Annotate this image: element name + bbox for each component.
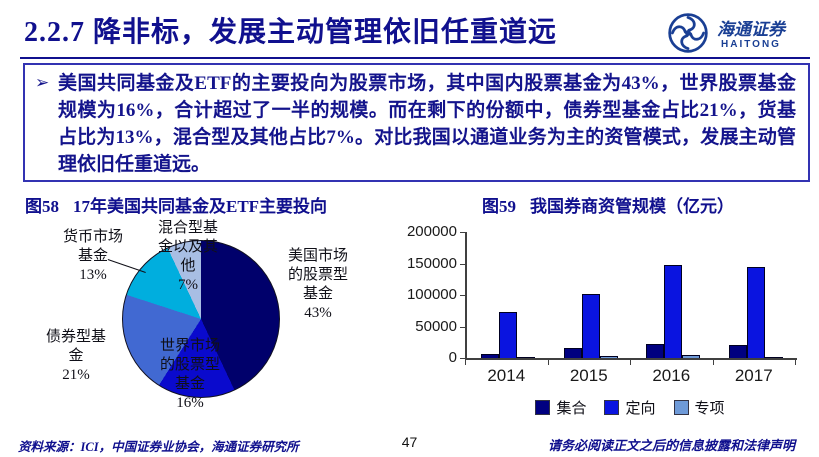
summary-text-box: ➢ 美国共同基金及ETF的主要投向为股票市场，其中国内股票基金为43%，世界股票… <box>23 63 810 182</box>
y-tick-label: 150000 <box>406 254 457 272</box>
y-tick-mark <box>460 295 465 296</box>
logo-wordmark: 海通证券 HAITONG <box>717 19 785 51</box>
source-note: 资料来源：ICI，中国证券业协会，海通证券研究所 <box>18 440 299 454</box>
y-axis-labels: 200000 150000 100000 50000 0 <box>383 223 457 366</box>
legend-label: 定向 <box>625 401 656 417</box>
bar-group-2017 <box>715 232 798 358</box>
summary-text: 美国共同基金及ETF的主要投向为股票市场，其中国内股票基金为43%，世界股票基金… <box>58 73 796 175</box>
x-tick-mark <box>630 360 631 365</box>
pie-label-hybrid: 混合型基 金以及其 他 7% <box>157 220 218 293</box>
page-title: 2.2.7 降非标，发展主动管理依旧任重道远 <box>24 17 558 48</box>
y-tick-mark <box>460 263 465 265</box>
bar-定向-2014 <box>499 312 518 358</box>
x-tick-mark <box>795 360 796 365</box>
bar-专项-2017 <box>764 356 783 358</box>
y-tick-label: 200000 <box>406 223 457 240</box>
figure58-caption: 17年美国共同基金及ETF主要投向 <box>73 197 328 216</box>
figure58-tag: 图58 <box>25 197 59 216</box>
x-tick-label-2016: 2016 <box>652 366 691 385</box>
y-tick-label: 100000 <box>406 286 457 303</box>
y-tick-mark <box>460 358 465 359</box>
legend-item-定向: 定向 <box>604 397 656 418</box>
legend-label: 专项 <box>694 401 725 417</box>
haitong-emblem-icon <box>666 11 710 60</box>
figure59-tag: 图59 <box>482 197 516 216</box>
bar-集合-2016 <box>646 344 665 358</box>
bar-定向-2015 <box>581 294 600 358</box>
chart-legend: 集合 定向 专项 <box>465 397 795 418</box>
y-tick-mark <box>460 326 465 328</box>
page-number: 47 <box>401 434 418 450</box>
x-tick-label-2015: 2015 <box>569 366 608 385</box>
pie <box>122 240 280 398</box>
bar-专项-2014 <box>517 356 536 358</box>
legend-item-集合: 集合 <box>535 397 586 418</box>
bar-group-2015 <box>550 232 633 358</box>
x-tick-label-2017: 2017 <box>734 366 773 385</box>
bullet-arrow-icon: ➢ <box>35 73 50 93</box>
y-tick-mark <box>460 232 465 233</box>
legend-swatch-icon <box>673 400 689 415</box>
y-tick-label: 0 <box>448 349 457 366</box>
y-tick-label: 50000 <box>415 317 457 335</box>
logo-cn-text: 海通证券 <box>717 19 785 39</box>
haitong-logo: 海通证券 HAITONG <box>666 11 785 60</box>
bar-集合-2017 <box>728 344 747 358</box>
legend-swatch-icon <box>535 400 551 415</box>
pie-label-us-equity: 美国市场 的股票型 基金 43% <box>287 248 348 321</box>
bar-集合-2015 <box>563 348 582 358</box>
figure59-caption: 我国券商资管规模（亿元） <box>530 197 734 216</box>
legend-item-专项: 专项 <box>673 397 725 418</box>
bar-集合-2014 <box>481 353 500 358</box>
figure59-title: 图59 我国券商资管规模（亿元） <box>482 192 734 217</box>
legend-label: 集合 <box>556 401 587 417</box>
pie-chart-fund-allocation: 混合型基 金以及其 他 7% 货币市场 基金 13% 债券型基 金 21% 世界… <box>20 215 382 425</box>
x-tick-mark <box>465 360 466 365</box>
bar-定向-2016 <box>664 265 683 358</box>
x-tick-mark <box>712 360 714 365</box>
x-tick-mark <box>547 360 549 365</box>
x-tick-label-2014: 2014 <box>487 366 526 385</box>
pie-label-bond: 债券型基 金 21% <box>45 329 106 383</box>
disclaimer-text: 请务必阅读正文之后的信息披露和法律声明 <box>547 438 795 453</box>
pie-label-money-market: 货币市场 基金 13% <box>62 229 123 283</box>
logo-en-text: HAITONG <box>721 39 781 51</box>
bar-chart-asset-management: 200000 150000 100000 50000 0 2014 2015 2016 201… <box>383 223 813 440</box>
bar-plot <box>465 232 797 360</box>
legend-swatch-icon <box>604 400 620 415</box>
bar-group-2016 <box>632 232 715 358</box>
bar-group-2014 <box>467 232 550 358</box>
pie-label-world-equity: 世界市场 的股票型 基金 16% <box>159 338 220 411</box>
bar-专项-2016 <box>682 355 701 358</box>
header-divider <box>20 57 810 59</box>
figure58-title: 图58 17年美国共同基金及ETF主要投向 <box>25 192 327 217</box>
bar-专项-2015 <box>599 355 618 358</box>
x-axis-labels: 2014 2015 2016 2017 <box>465 366 795 386</box>
bar-定向-2017 <box>746 267 765 358</box>
